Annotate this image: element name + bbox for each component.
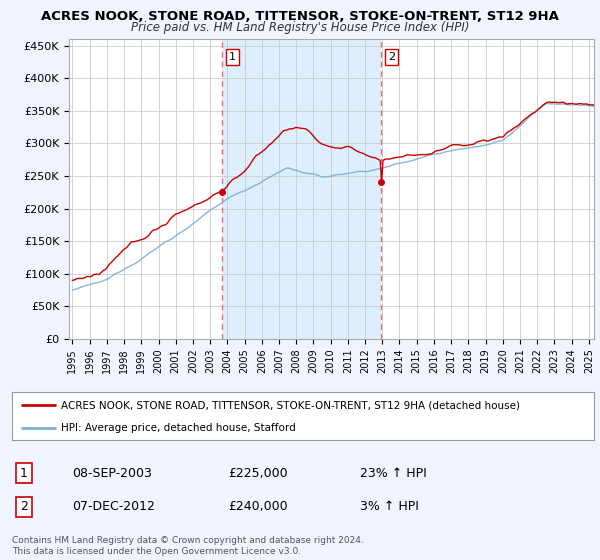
Text: 2: 2 bbox=[20, 500, 28, 514]
Text: HPI: Average price, detached house, Stafford: HPI: Average price, detached house, Staf… bbox=[61, 423, 296, 433]
Text: 07-DEC-2012: 07-DEC-2012 bbox=[72, 500, 155, 514]
Text: 1: 1 bbox=[229, 52, 236, 62]
Text: Price paid vs. HM Land Registry's House Price Index (HPI): Price paid vs. HM Land Registry's House … bbox=[131, 21, 469, 34]
Text: ACRES NOOK, STONE ROAD, TITTENSOR, STOKE-ON-TRENT, ST12 9HA: ACRES NOOK, STONE ROAD, TITTENSOR, STOKE… bbox=[41, 10, 559, 23]
Text: £225,000: £225,000 bbox=[228, 466, 287, 480]
Text: 23% ↑ HPI: 23% ↑ HPI bbox=[360, 466, 427, 480]
Text: £240,000: £240,000 bbox=[228, 500, 287, 514]
Text: Contains HM Land Registry data © Crown copyright and database right 2024.
This d: Contains HM Land Registry data © Crown c… bbox=[12, 536, 364, 556]
Bar bbox=[222, 39, 381, 339]
Text: 1: 1 bbox=[20, 466, 28, 480]
Text: ACRES NOOK, STONE ROAD, TITTENSOR, STOKE-ON-TRENT, ST12 9HA (detached house): ACRES NOOK, STONE ROAD, TITTENSOR, STOKE… bbox=[61, 400, 520, 410]
Text: 3% ↑ HPI: 3% ↑ HPI bbox=[360, 500, 419, 514]
Text: 08-SEP-2003: 08-SEP-2003 bbox=[72, 466, 152, 480]
Text: 2: 2 bbox=[388, 52, 395, 62]
